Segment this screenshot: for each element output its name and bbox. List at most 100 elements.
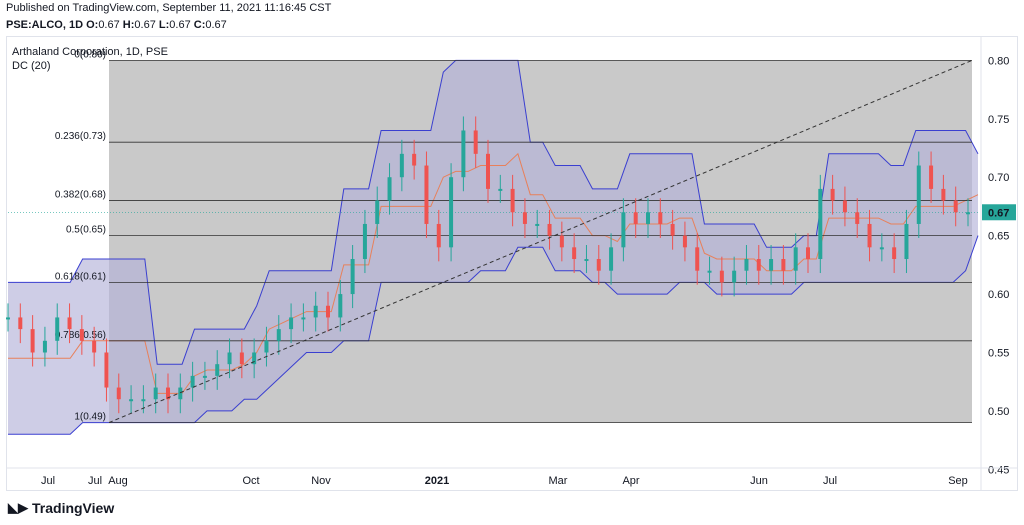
candle-body xyxy=(719,270,724,283)
candle-body xyxy=(202,375,207,378)
candle-body xyxy=(190,375,195,388)
candle-body xyxy=(338,294,343,318)
candle-body xyxy=(596,259,601,271)
y-tick-label: 0.60 xyxy=(988,289,1009,301)
candle-body xyxy=(695,247,700,271)
ohlc-readout: PSE:ALCO, 1D O:0.67 H:0.67 L:0.67 C:0.67 xyxy=(6,19,227,31)
candle-body xyxy=(953,200,958,213)
candle-body xyxy=(707,270,712,273)
candle-body xyxy=(855,212,860,224)
candle-body xyxy=(276,329,281,341)
close-value: 0.67 xyxy=(205,19,227,31)
open-label: O: xyxy=(86,19,99,31)
candle-body xyxy=(424,165,429,224)
candle-body xyxy=(375,200,380,224)
price-badge-label: 0.67 xyxy=(988,207,1009,219)
x-tick-label: Jul xyxy=(41,475,55,487)
candle-body xyxy=(781,259,786,271)
candle-body xyxy=(449,177,454,248)
x-tick-label: 2021 xyxy=(425,475,449,487)
candle-body xyxy=(769,259,774,271)
candle-body xyxy=(79,329,84,341)
candle-body xyxy=(227,352,232,365)
candle-body xyxy=(670,223,675,236)
candle-body xyxy=(559,235,564,248)
y-tick-label: 0.70 xyxy=(988,172,1009,184)
candle-body xyxy=(42,340,47,353)
candle-body xyxy=(830,188,835,201)
y-tick-label: 0.50 xyxy=(988,406,1009,418)
candle-body xyxy=(682,235,687,248)
tradingview-logo-icon: ◣▶ xyxy=(8,500,28,515)
published-notice: Published on TradingView.com, September … xyxy=(6,2,332,14)
candle-body xyxy=(252,352,257,365)
y-tick-label: 0.45 xyxy=(988,464,1009,476)
candle-body xyxy=(436,223,441,248)
candle-body xyxy=(572,247,577,260)
candle-body xyxy=(732,270,737,283)
y-tick-label: 0.80 xyxy=(988,55,1009,67)
y-tick-label: 0.65 xyxy=(988,231,1009,243)
candle-body xyxy=(473,130,478,154)
candle-body xyxy=(867,223,872,248)
candle-body xyxy=(129,399,134,402)
open-value: 0.67 xyxy=(98,19,120,31)
candle-body xyxy=(547,223,552,236)
candle-body xyxy=(6,317,10,320)
candle-body xyxy=(350,259,355,295)
candle-body xyxy=(621,212,626,248)
x-tick-label: Jul xyxy=(823,475,837,487)
candle-body xyxy=(116,387,121,400)
fib-label-6: 1(0.49) xyxy=(74,412,106,423)
candle-body xyxy=(264,340,269,353)
candle-body xyxy=(67,317,72,330)
x-tick-label: Apr xyxy=(622,475,639,487)
candle-body xyxy=(141,399,146,402)
candle-body xyxy=(646,212,650,224)
candle-body xyxy=(929,165,934,189)
candle-body xyxy=(941,188,946,201)
candle-body xyxy=(178,387,183,400)
indicator-label[interactable]: DC (20) xyxy=(12,60,51,72)
candle-body xyxy=(744,259,749,271)
chart-title: Arthaland Corporation, 1D, PSE xyxy=(12,46,168,58)
candle-body xyxy=(18,317,23,330)
candle-body xyxy=(301,317,306,320)
brand-name: TradingView xyxy=(32,500,115,516)
candle-body xyxy=(55,317,60,341)
low-label: L: xyxy=(158,19,170,31)
candle-body xyxy=(904,223,909,260)
y-tick-label: 0.75 xyxy=(988,114,1009,126)
candle-body xyxy=(966,212,970,215)
candle-body xyxy=(498,188,503,191)
x-tick-label: Sep xyxy=(948,475,968,487)
candle-body xyxy=(658,212,663,224)
candle-body xyxy=(584,259,589,262)
candle-body xyxy=(412,153,417,166)
candle-body xyxy=(756,259,761,271)
candle-body xyxy=(30,329,35,353)
fib-label-4: 0.618(0.61) xyxy=(55,271,106,282)
candle-body xyxy=(486,153,490,189)
candle-body xyxy=(313,305,318,318)
candle-body xyxy=(461,130,466,178)
x-tick-label: Jul xyxy=(88,475,102,487)
candle-body xyxy=(92,340,97,353)
high-label: H: xyxy=(122,19,135,31)
candle-body xyxy=(166,387,170,400)
candle-body xyxy=(326,305,330,318)
high-value: 0.67 xyxy=(134,19,156,31)
fib-label-0: 0(0.80) xyxy=(74,49,106,60)
close-label: C: xyxy=(193,19,206,31)
candle-body xyxy=(892,247,897,260)
candle-body xyxy=(387,177,392,201)
candle-body xyxy=(842,200,847,213)
y-tick-label: 0.55 xyxy=(988,347,1009,359)
x-tick-label: Oct xyxy=(242,475,259,487)
candle-body xyxy=(215,364,220,376)
fib-label-2: 0.382(0.68) xyxy=(55,190,106,201)
symbol-exchange: PSE:ALCO, 1D xyxy=(6,19,84,31)
candle-body xyxy=(535,223,540,226)
tradingview-logo[interactable]: ◣▶ TradingView xyxy=(8,500,114,516)
